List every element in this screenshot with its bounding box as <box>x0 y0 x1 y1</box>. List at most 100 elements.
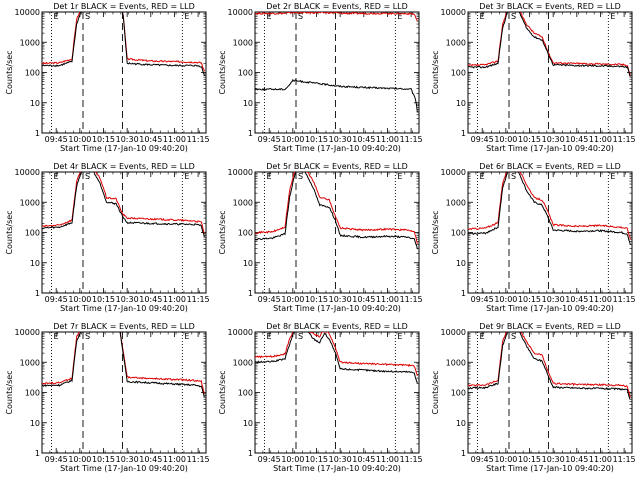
y-tick-label: 100 <box>25 229 40 238</box>
detector-panel: Det 3r BLACK = Events, RED = LLD 1 10 100 10… <box>426 0 639 160</box>
panel-title: Det 3r BLACK = Events, RED = LLD <box>479 2 621 11</box>
x-tick-label: 11:00 <box>376 135 399 144</box>
y-tick-label: 10000 <box>15 328 40 337</box>
x-tick-label: 10:30 <box>542 295 565 304</box>
series-events-line <box>255 78 418 113</box>
marker-label: E <box>479 12 484 21</box>
x-tick-label: 10:45 <box>352 455 375 464</box>
series-lld-line <box>255 172 418 244</box>
x-axis-label: Start Time (17-Jan-10 09:40:20) <box>486 144 614 153</box>
x-tick-label: 10:00 <box>281 455 304 464</box>
x-tick-label: 10:30 <box>329 455 352 464</box>
marker-label: E <box>397 12 402 21</box>
y-tick-label: 1 <box>461 449 466 458</box>
y-tick-label: 10000 <box>228 328 253 337</box>
marker-label: E <box>184 12 189 21</box>
panel-title: Det 2r BLACK = Events, RED = LLD <box>266 2 408 11</box>
marker-label: S <box>298 332 303 341</box>
x-tick-label: 11:15 <box>400 455 423 464</box>
y-tick-label: 10000 <box>441 168 466 177</box>
y-tick-label: 100 <box>25 69 40 78</box>
y-tick-label: 10000 <box>15 168 40 177</box>
detector-panel: Det 1r BLACK = Events, RED = LLD 1 10 100 10… <box>0 0 213 160</box>
series-lld-line <box>255 332 418 377</box>
x-tick-label: 10:45 <box>565 295 588 304</box>
y-axis-label: Counts/sec <box>218 210 227 254</box>
x-tick-label: 10:15 <box>518 455 541 464</box>
y-tick-label: 10000 <box>441 328 466 337</box>
x-tick-label: 11:15 <box>187 455 210 464</box>
marker-label: E <box>479 172 484 181</box>
x-axis-label: Start Time (17-Jan-10 09:40:20) <box>60 304 188 313</box>
y-tick-label: 100 <box>451 69 466 78</box>
y-tick-label: 1000 <box>446 358 466 367</box>
y-tick-label: 1 <box>35 449 40 458</box>
x-tick-label: 10:30 <box>116 455 139 464</box>
panel-title: Det 7r BLACK = Events, RED = LLD <box>53 322 195 331</box>
series-events-line <box>468 172 631 245</box>
x-tick-label: 10:00 <box>281 295 304 304</box>
y-tick-label: 100 <box>238 69 253 78</box>
marker-label: E <box>266 12 271 21</box>
x-tick-label: 09:45 <box>45 295 68 304</box>
x-tick-label: 10:15 <box>92 295 115 304</box>
x-tick-label: 10:15 <box>305 455 328 464</box>
detector-panel: Det 4r BLACK = Events, RED = LLD 1 10 100 10… <box>0 160 213 320</box>
x-tick-label: 10:15 <box>518 295 541 304</box>
y-tick-label: 1000 <box>20 358 40 367</box>
y-tick-label: 10 <box>30 99 40 108</box>
series-events-line <box>42 332 205 398</box>
y-axis-label: Counts/sec <box>218 50 227 94</box>
y-tick-label: 1000 <box>233 358 253 367</box>
y-tick-label: 1000 <box>233 198 253 207</box>
marker-label: S <box>85 332 90 341</box>
y-tick-label: 10000 <box>228 168 253 177</box>
x-tick-label: 10:30 <box>542 135 565 144</box>
x-tick-label: 10:15 <box>518 135 541 144</box>
x-axis-label: Start Time (17-Jan-10 09:40:20) <box>486 464 614 473</box>
y-axis-label: Counts/sec <box>5 210 14 254</box>
x-tick-label: 10:00 <box>494 455 517 464</box>
plot-frame <box>254 171 420 294</box>
series-lld-line <box>42 172 205 234</box>
x-tick-label: 11:15 <box>400 135 423 144</box>
x-tick-label: 10:15 <box>305 135 328 144</box>
x-tick-label: 11:00 <box>163 135 186 144</box>
x-tick-label: 10:45 <box>352 135 375 144</box>
plot-frame <box>41 331 207 454</box>
marker-label: S <box>85 12 90 21</box>
x-tick-label: 10:45 <box>139 135 162 144</box>
series-lld-line <box>468 332 631 398</box>
series-events-line <box>255 172 418 250</box>
panel-title: Det 8r BLACK = Events, RED = LLD <box>266 322 408 331</box>
series-lld-line <box>255 12 418 22</box>
x-axis-label: Start Time (17-Jan-10 09:40:20) <box>273 304 401 313</box>
panel-svg: Det 7r BLACK = Events, RED = LLD 1 10 100 10… <box>5 322 210 473</box>
x-tick-label: 11:15 <box>400 295 423 304</box>
x-tick-label: 10:45 <box>352 295 375 304</box>
plot-frame <box>467 331 633 454</box>
x-tick-label: 09:45 <box>45 455 68 464</box>
x-tick-label: 10:45 <box>139 455 162 464</box>
marker-label: S <box>511 332 516 341</box>
y-tick-label: 10000 <box>441 8 466 17</box>
y-tick-label: 10 <box>456 259 466 268</box>
panel-svg: Det 4r BLACK = Events, RED = LLD 1 10 100 10… <box>5 162 210 313</box>
x-tick-label: 11:00 <box>589 295 612 304</box>
y-tick-label: 1 <box>35 289 40 298</box>
x-tick-label: 10:00 <box>68 135 91 144</box>
marker-label: E <box>184 332 189 341</box>
detector-panel: Det 2r BLACK = Events, RED = LLD 1 10 100 10… <box>213 0 426 160</box>
x-tick-label: 10:30 <box>542 455 565 464</box>
x-tick-label: 10:00 <box>68 295 91 304</box>
series-events-line <box>468 12 631 77</box>
x-tick-label: 09:45 <box>471 135 494 144</box>
y-tick-label: 1000 <box>446 198 466 207</box>
marker-label: E <box>53 332 58 341</box>
marker-label: E <box>610 12 615 21</box>
marker-label: S <box>85 172 90 181</box>
y-tick-label: 1 <box>248 289 253 298</box>
y-tick-label: 1 <box>248 129 253 138</box>
plot-frame <box>41 171 207 294</box>
x-tick-label: 10:00 <box>494 135 517 144</box>
